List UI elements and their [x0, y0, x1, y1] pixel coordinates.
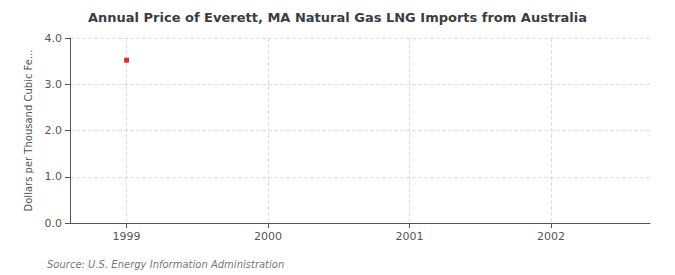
svg-text:Source: U.S. Energy Informatio: Source: U.S. Energy Information Administ… — [47, 259, 284, 270]
svg-text:4.0: 4.0 — [45, 32, 63, 45]
svg-text:1999: 1999 — [113, 230, 141, 243]
svg-text:3.0: 3.0 — [45, 78, 63, 91]
svg-text:2002: 2002 — [537, 230, 565, 243]
svg-text:2.0: 2.0 — [45, 124, 63, 137]
svg-text:2001: 2001 — [396, 230, 424, 243]
svg-text:Annual Price of Everett, MA Na: Annual Price of Everett, MA Natural Gas … — [88, 10, 587, 25]
svg-text:1.0: 1.0 — [45, 170, 63, 183]
svg-text:0.0: 0.0 — [45, 217, 63, 230]
svg-text:Dollars per Thousand Cubic Fe.: Dollars per Thousand Cubic Fe... — [23, 50, 34, 212]
svg-text:2000: 2000 — [254, 230, 282, 243]
